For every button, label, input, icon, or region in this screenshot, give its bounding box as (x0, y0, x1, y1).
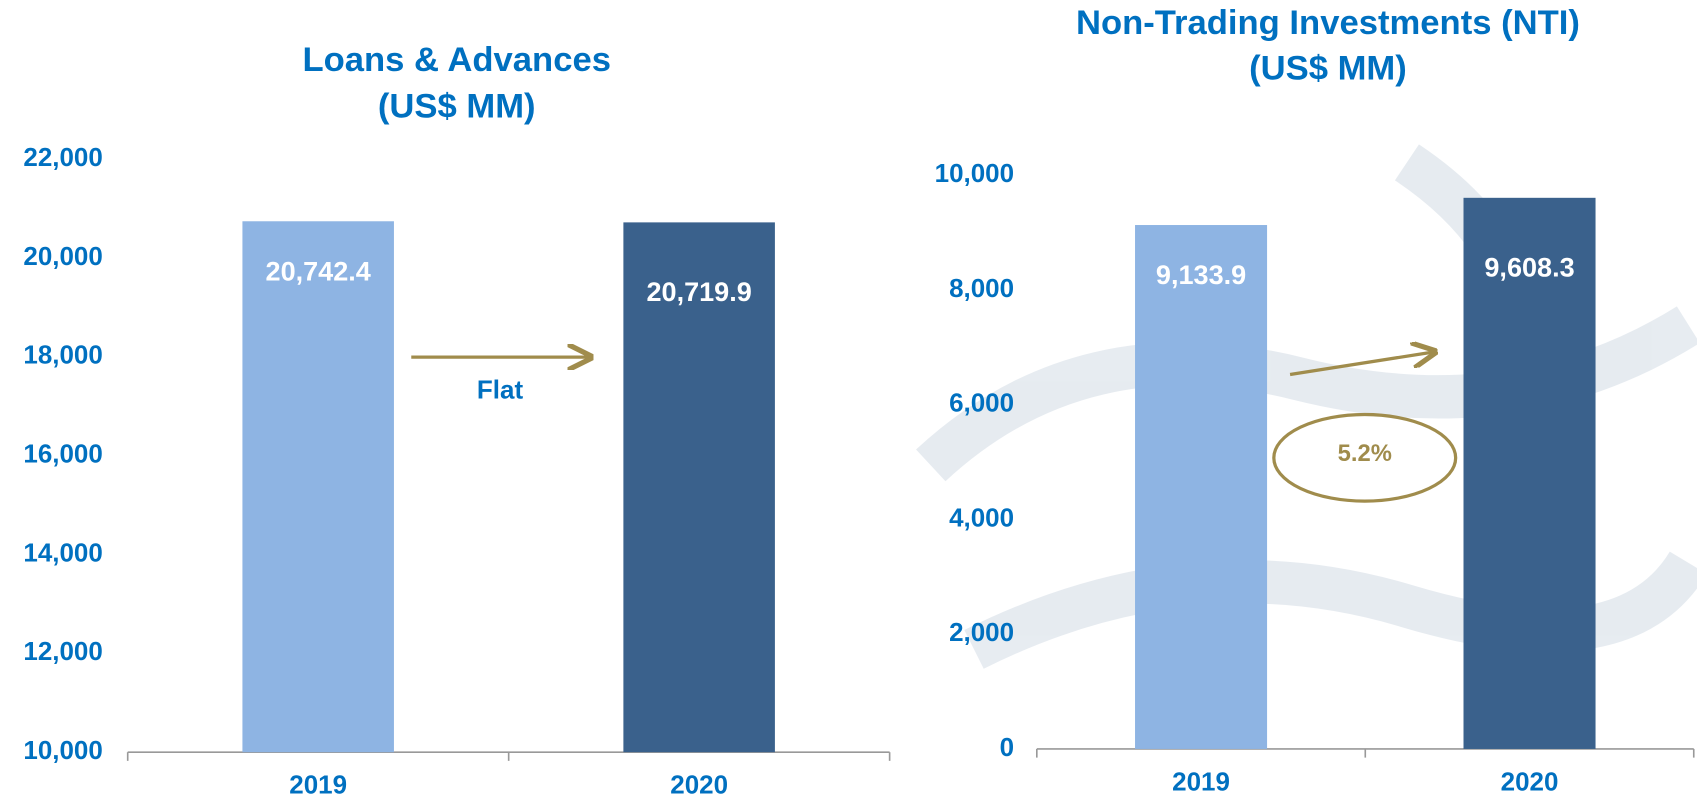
y-tick-label: 10,000 (23, 735, 102, 765)
y-tick-label: 10,000 (935, 158, 1014, 188)
annotation: Flat (477, 375, 524, 405)
y-tick-label: 22,000 (23, 142, 102, 172)
y-tick-label: 14,000 (23, 537, 102, 567)
bar (623, 222, 775, 753)
bar (1135, 225, 1268, 749)
annotation-ellipse (1272, 412, 1458, 503)
x-tick-label: 2019 (1172, 766, 1230, 796)
chart-title: Non-Trading Investments (NTI) (1076, 4, 1580, 42)
chart-subtitle: (US$ MM) (378, 87, 536, 125)
y-tick-label: 2,000 (949, 617, 1014, 647)
x-tick-label: 2019 (289, 770, 347, 800)
value-label: 20,719.9 (646, 277, 751, 307)
arrow (1289, 352, 1435, 377)
annotation: 5.2% (1338, 440, 1392, 467)
y-tick-label: 4,000 (949, 502, 1014, 532)
y-tick-label: 12,000 (23, 636, 102, 666)
x-tick-label: 2020 (670, 770, 728, 800)
bar (1463, 197, 1596, 749)
x-tick-label: 2020 (1501, 766, 1559, 796)
y-tick-label: 20,000 (23, 241, 102, 271)
y-tick-label: 6,000 (949, 388, 1014, 418)
chart-subtitle: (US$ MM) (1249, 50, 1407, 88)
y-tick-label: 0 (1000, 732, 1014, 762)
y-tick-label: 8,000 (949, 273, 1014, 303)
bar (242, 221, 394, 753)
value-label: 20,742.4 (266, 256, 371, 286)
y-tick-label: 16,000 (23, 439, 102, 469)
y-tick-label: 18,000 (23, 340, 102, 370)
value-label: 9,133.9 (1156, 260, 1246, 290)
chart-title: Loans & Advances (302, 41, 611, 79)
value-label: 9,608.3 (1484, 252, 1574, 282)
